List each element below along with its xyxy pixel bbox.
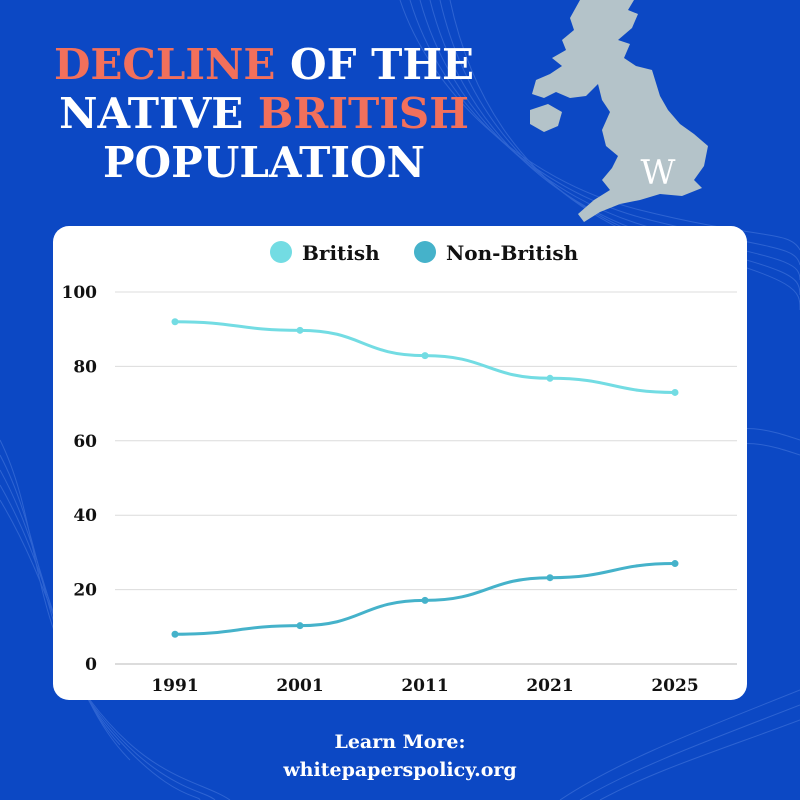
legend-label-british: British [302, 241, 380, 265]
uk-map-icon: W [530, 0, 708, 222]
title-text-of-the: OF THE [275, 40, 475, 89]
y-tick-label: 40 [73, 506, 97, 526]
x-tick-label: 2025 [651, 676, 698, 696]
grid-lines [115, 291, 737, 665]
data-point-non-british [671, 560, 679, 568]
y-axis-ticks: 0 20 40 60 80 100 [62, 283, 98, 675]
data-point-british [296, 326, 304, 334]
website-link[interactable]: whitepaperspolicy.org [283, 759, 517, 781]
title-text-native: NATIVE [59, 89, 258, 138]
title-line-3: POPULATION [102, 138, 426, 187]
data-point-british [421, 352, 429, 360]
data-point-british [671, 388, 679, 396]
title-accent-decline: DECLINE [53, 40, 276, 89]
line-chart: 0 20 40 60 80 100 1991 2001 2011 2021 2025 Britis… [62, 241, 737, 696]
title-line-1: DECLINE OF THE [0, 40, 528, 89]
legend-marker-british [270, 241, 292, 263]
data-point-non-british [296, 622, 304, 630]
footer: Learn More: whitepaperspolicy.org [0, 728, 800, 784]
title-line-2: NATIVE BRITISH [0, 89, 528, 138]
legend-label-non-british: Non-British [446, 241, 579, 265]
data-point-non-british [171, 630, 179, 638]
data-point-non-british [546, 574, 554, 582]
x-tick-label: 1991 [151, 676, 198, 696]
x-tick-label: 2011 [401, 676, 448, 696]
x-tick-label: 2021 [526, 676, 573, 696]
data-point-non-british [421, 596, 429, 604]
logo-letter: W [641, 153, 676, 193]
y-tick-label: 0 [85, 655, 97, 675]
data-point-british [546, 374, 554, 382]
learn-more-label: Learn More: [334, 731, 466, 753]
y-tick-label: 20 [73, 581, 97, 601]
y-tick-label: 100 [62, 283, 98, 303]
legend: British Non-British [270, 241, 579, 265]
legend-marker-non-british [414, 241, 436, 263]
chart-card: 0 20 40 60 80 100 1991 2001 2011 2021 2025 Britis… [53, 226, 747, 700]
title-accent-british: BRITISH [257, 89, 469, 138]
x-tick-label: 2001 [276, 676, 323, 696]
y-tick-label: 80 [73, 357, 97, 377]
data-point-british [171, 318, 179, 326]
x-axis-ticks: 1991 2001 2011 2021 2025 [151, 676, 698, 696]
page-title: DECLINE OF THE NATIVE BRITISH POPULATION [0, 40, 528, 187]
series-layer [171, 318, 679, 638]
y-tick-label: 60 [73, 432, 97, 452]
